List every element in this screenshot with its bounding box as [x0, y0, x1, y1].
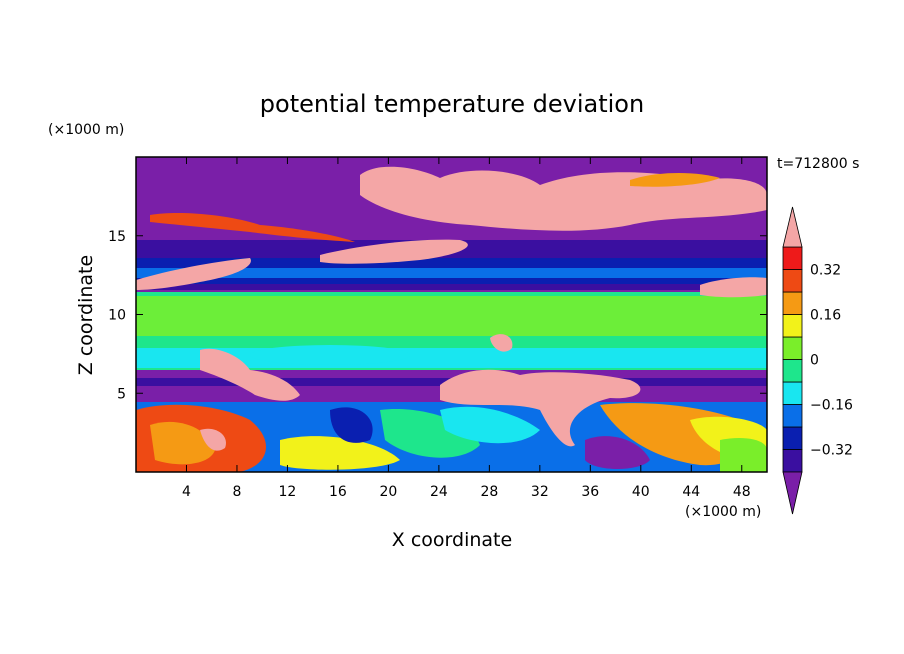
y-tick-label: 15: [108, 229, 126, 245]
colorbar-tick-label: 0: [810, 353, 819, 369]
colorbar-tick-label: 0.16: [810, 308, 841, 324]
band-lightgreen-a: [136, 296, 767, 336]
x-tick-label: 4: [182, 484, 191, 500]
bottom-pink-left: [200, 428, 226, 451]
colorbar-tick-label: −0.32: [810, 443, 853, 459]
y-axis-label: Z coordinate: [75, 255, 97, 375]
pink-dot-mid: [490, 334, 513, 352]
x-tick-label: 16: [329, 484, 347, 500]
colorbar-segment: [782, 269, 803, 293]
x-axis-ticks: 4 8 12 16 20 24 28 32 36 40 44 48: [182, 157, 751, 500]
x-tick-label: 28: [480, 484, 498, 500]
chart-title: potential temperature deviation: [260, 90, 644, 118]
heatmap-field: [136, 157, 767, 472]
colorbar-segment: [782, 291, 803, 315]
orange-rim-top: [630, 173, 720, 187]
colorbar-segment: [782, 336, 803, 360]
colorbar-segment: [782, 314, 803, 338]
pink-strip-left: [136, 258, 251, 290]
bottom-purple-right: [585, 436, 650, 469]
x-tick-label: 36: [581, 484, 599, 500]
x-tick-label: 48: [733, 484, 751, 500]
colorbar-segment: [782, 381, 803, 405]
colorbar-max-triangle: [782, 206, 803, 248]
colorbar-segment: [782, 426, 803, 450]
pink-blob-left: [200, 348, 300, 401]
colorbar-tick-label: −0.16: [810, 398, 853, 414]
y-axis-unit: (×1000 m): [48, 122, 124, 138]
x-tick-label: 44: [682, 484, 700, 500]
colorbar-min-triangle: [782, 471, 803, 515]
bottom-green-mid: [380, 409, 480, 458]
x-axis-unit: (×1000 m): [685, 504, 761, 520]
bottom-yellow-mid: [280, 436, 400, 470]
pink-strip-right: [700, 277, 767, 298]
bottom-cyan-mid: [440, 406, 540, 444]
x-tick-label: 24: [430, 484, 448, 500]
x-tick-label: 12: [279, 484, 297, 500]
cyan-patch: [250, 345, 410, 365]
x-tick-label: 32: [531, 484, 549, 500]
bottom-green-right: [720, 438, 767, 472]
bottom-darkblue-mid: [330, 407, 373, 443]
y-tick-label: 10: [108, 308, 126, 324]
colorbar: 0.32 0.16 0 −0.16 −0.32: [782, 206, 853, 515]
x-axis-label: X coordinate: [392, 529, 512, 551]
x-tick-label: 8: [232, 484, 241, 500]
time-label: t=712800 s: [777, 156, 859, 172]
colorbar-tick-label: 0.32: [810, 263, 841, 279]
y-axis-ticks: 5 10 15: [108, 229, 767, 402]
colorbar-segment: [782, 404, 803, 428]
band-upper-mid: [136, 268, 767, 278]
colorbar-segment: [782, 359, 803, 383]
x-tick-label: 40: [632, 484, 650, 500]
colorbar-segment: [782, 449, 803, 473]
red-rim-top: [150, 213, 355, 242]
pink-strip-mid: [320, 239, 468, 264]
y-tick-label: 5: [117, 386, 126, 402]
pink-blob-lowmid: [440, 369, 641, 447]
colorbar-segment: [782, 246, 803, 270]
bottom-orange-left: [150, 421, 215, 465]
x-tick-label: 20: [379, 484, 397, 500]
